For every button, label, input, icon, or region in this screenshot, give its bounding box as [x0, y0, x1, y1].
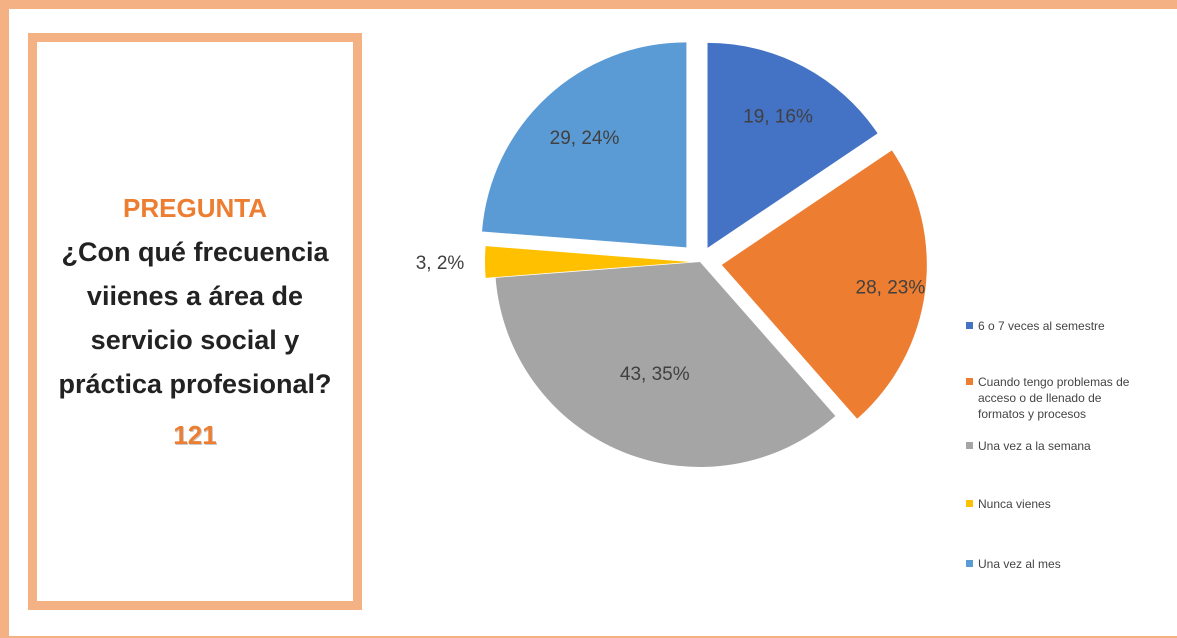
legend-label: Una vez al mes [978, 557, 1061, 571]
legend-label: Cuando tengo problemas de acceso o de ll… [978, 375, 1130, 421]
question-text: ¿Con qué frecuencia viienes a área de se… [58, 236, 332, 399]
pie-slice [482, 42, 687, 248]
pie-slice [495, 262, 836, 467]
legend-swatch [966, 378, 973, 385]
slice-data-label: 29, 24% [550, 128, 620, 149]
legend-label: 6 o 7 veces al semestre [978, 319, 1105, 333]
pie-slice [707, 42, 878, 248]
legend-swatch [966, 322, 973, 329]
legend-swatch [966, 500, 973, 507]
question-label: PREGUNTA [123, 192, 267, 223]
pie-slice [721, 150, 927, 419]
slice-data-label: 28, 23% [856, 278, 926, 299]
slice-data-label: 3, 2% [416, 253, 465, 274]
slice-data-label: 19, 16% [743, 106, 813, 127]
question-panel: PREGUNTA ¿Con qué frecuencia viienes a á… [28, 33, 362, 610]
legend-item: 6 o 7 veces al semestre [966, 318, 1148, 334]
legend-swatch [966, 560, 973, 567]
legend-item: Una vez al mes [966, 556, 1148, 572]
legend-item: Una vez a la semana [966, 438, 1148, 454]
legend-item: Cuando tengo problemas de acceso o de ll… [966, 374, 1148, 422]
legend-item: Nunca vienes [966, 496, 1148, 512]
legend-swatch [966, 442, 973, 449]
legend-label: Nunca vienes [978, 497, 1051, 511]
slice-data-label: 43, 35% [620, 364, 690, 385]
legend-label: Una vez a la semana [978, 439, 1091, 453]
pie-slice [485, 246, 690, 278]
response-count: 121 [173, 419, 217, 450]
